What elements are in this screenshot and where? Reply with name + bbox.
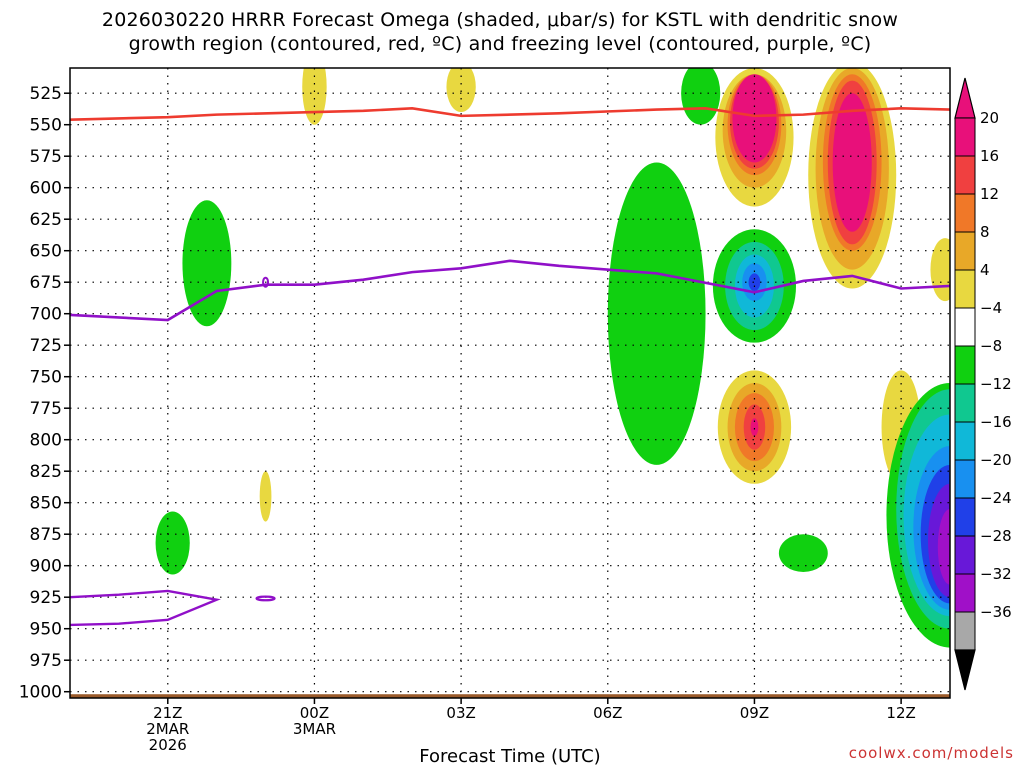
colorbar-swatch-teal <box>954 383 976 423</box>
x-axis-label: Forecast Time (UTC) <box>419 746 601 767</box>
y-tick-label: 550 <box>30 116 62 136</box>
y-tick-label: 575 <box>30 147 62 167</box>
colorbar-label: −16 <box>980 413 1012 431</box>
colorbar-swatch-yellow <box>954 269 976 309</box>
colorbar-swatch-white <box>954 307 976 347</box>
freezing-level-lower-contour <box>70 589 221 627</box>
y-tick-label: 950 <box>30 620 62 640</box>
omega-area-2 <box>607 162 706 465</box>
y-tick-label: 775 <box>30 399 62 419</box>
omega-area-29 <box>750 418 759 436</box>
colorbar-label: −36 <box>980 603 1012 621</box>
terrain-strip <box>70 694 950 698</box>
y-tick-label: 825 <box>30 462 62 482</box>
y-tick-label: 525 <box>30 84 62 104</box>
colorbar-swatch-gold <box>954 231 976 271</box>
colorbar-swatch-blue <box>954 497 976 537</box>
dendritic-growth-contour <box>70 107 950 121</box>
title-line-1: 2026030220 HRRR Forecast Omega (shaded, … <box>101 9 899 31</box>
colorbar-label: −4 <box>980 299 1002 317</box>
colorbar-swatch-indigo <box>954 535 976 575</box>
colorbar-label: −12 <box>980 375 1012 393</box>
title-line-2: growth region (contoured, red, ºC) and f… <box>128 33 872 55</box>
x-tick-label: 03Z <box>446 704 475 722</box>
colorbar-label: 20 <box>980 109 999 127</box>
omega-area-24 <box>748 273 761 292</box>
plot-frame <box>69 67 951 699</box>
y-tick-label: 875 <box>30 525 62 545</box>
colorbar-label: −32 <box>980 565 1012 583</box>
colorbar-label: 4 <box>980 261 990 279</box>
colorbar-swatch-cyan <box>954 421 976 461</box>
colorbar-label: 16 <box>980 147 999 165</box>
colorbar-swatch-light-blue <box>954 459 976 499</box>
y-tick-label: 975 <box>30 651 62 671</box>
colorbar-bottom-triangle <box>954 649 976 691</box>
x-tick-label: 00Z <box>300 704 329 722</box>
y-tick-label: 800 <box>30 431 62 451</box>
x-tick-label: 12Z <box>886 704 915 722</box>
omega-area-0 <box>182 200 232 327</box>
y-tick-label: 675 <box>30 273 62 293</box>
colorbar-label: 12 <box>980 185 999 203</box>
omega-area-5 <box>302 68 327 125</box>
colorbar-label: −24 <box>980 489 1012 507</box>
x-tick-label: 2026 <box>149 736 187 754</box>
y-tick-label: 850 <box>30 494 62 514</box>
omega-area-3 <box>681 68 721 125</box>
omega-area-1 <box>155 511 190 575</box>
colorbar-swatch-gray <box>954 611 976 651</box>
colorbar-swatch-green <box>954 345 976 385</box>
colorbar-top-triangle <box>954 77 976 119</box>
y-tick-label: 1000 <box>19 683 62 703</box>
plot-area <box>70 68 950 698</box>
freezing-level-loop <box>262 276 270 288</box>
colorbar-label: 8 <box>980 223 990 241</box>
y-tick-label: 625 <box>30 210 62 230</box>
colorbar-swatch-magenta <box>954 117 976 157</box>
y-tick-label: 900 <box>30 557 62 577</box>
x-tick-label: 21Z <box>153 704 182 722</box>
colorbar-label: −20 <box>980 451 1012 469</box>
freezing-level-small-contour <box>255 595 276 602</box>
omega-area-6 <box>446 68 476 113</box>
y-tick-label: 700 <box>30 305 62 325</box>
x-tick-label: 2MAR <box>146 720 189 738</box>
omega-area-19 <box>832 93 872 232</box>
omega-area-14 <box>732 74 777 163</box>
credit-link[interactable]: coolwx.com/models <box>848 744 1014 762</box>
freezing-level-contour <box>70 259 950 322</box>
x-tick-label: 09Z <box>740 704 769 722</box>
omega-area-4 <box>778 534 828 572</box>
colorbar-label: −8 <box>980 337 1002 355</box>
y-tick-label: 600 <box>30 179 62 199</box>
y-tick-label: 725 <box>30 336 62 356</box>
colorbar-swatch-red <box>954 155 976 195</box>
colorbar-swatch-orange <box>954 193 976 233</box>
colorbar-swatch-purple <box>954 573 976 613</box>
x-tick-label: 3MAR <box>293 720 336 738</box>
omega-area-7 <box>259 471 272 522</box>
colorbar-label: −28 <box>980 527 1012 545</box>
y-tick-label: 750 <box>30 368 62 388</box>
chart-title: 2026030220 HRRR Forecast Omega (shaded, … <box>0 8 1000 56</box>
y-tick-label: 650 <box>30 242 62 262</box>
y-tick-label: 925 <box>30 588 62 608</box>
x-tick-label: 06Z <box>593 704 622 722</box>
